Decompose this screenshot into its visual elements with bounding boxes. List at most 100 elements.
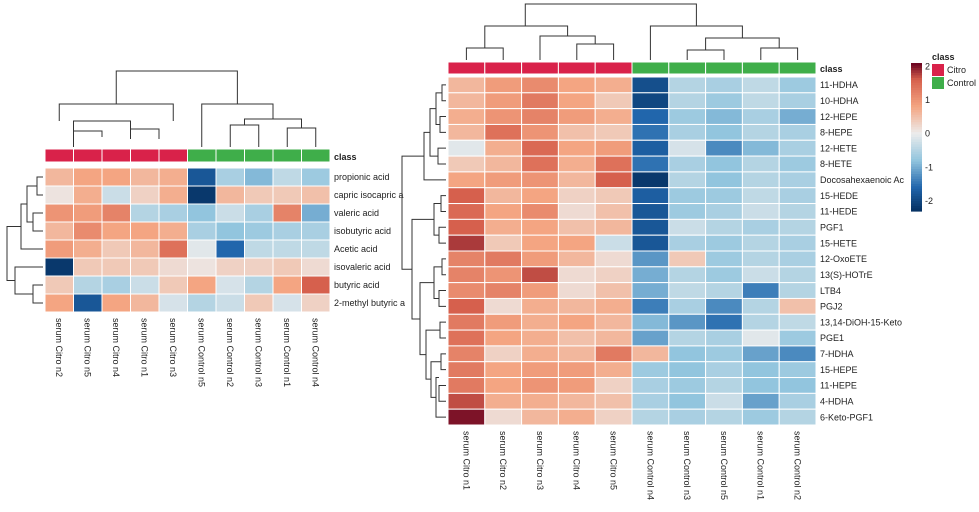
heatmap-cell — [484, 250, 523, 268]
column-dendrogram-branch — [649, 25, 743, 60]
heatmap-cell — [668, 187, 707, 205]
heatmap-cell — [631, 76, 670, 94]
heatmap-cell — [158, 275, 188, 295]
heatmap-cell — [158, 221, 188, 241]
heatmap-cell — [447, 76, 486, 94]
heatmap-cell — [244, 239, 274, 259]
column-dendrogram-branch — [760, 47, 799, 60]
heatmap-cell — [631, 282, 670, 299]
row-label: 11-HEPE — [820, 381, 857, 391]
heatmap-cell — [215, 293, 245, 313]
heatmap-cell — [101, 203, 131, 223]
heatmap-cell — [705, 377, 743, 394]
class-bar-cell — [594, 61, 633, 75]
colorbar-tick-label: 1 — [925, 95, 930, 105]
heatmap-cell — [44, 275, 74, 295]
heatmap-cell — [521, 392, 559, 410]
heatmap-cell — [741, 155, 780, 173]
heatmap-cell — [594, 345, 633, 363]
row-dendrogram-branch — [435, 92, 442, 125]
heatmap-cell — [631, 408, 670, 426]
colorbar-segment — [911, 75, 922, 79]
heatmap-cell — [272, 185, 302, 205]
heatmap-cell — [215, 185, 245, 205]
heatmap-cell — [484, 187, 523, 205]
heatmap-cell — [447, 218, 486, 236]
class-bar-cell — [130, 148, 160, 163]
heatmap-cell — [244, 185, 274, 205]
colorbar-segment — [911, 169, 922, 173]
heatmap-cell — [594, 408, 633, 426]
heatmap-cell — [778, 377, 817, 394]
heatmap-cell — [447, 108, 486, 125]
heatmap-cell — [668, 345, 707, 363]
legend-entry: Citro — [947, 65, 966, 75]
row-label: 8-HEPE — [820, 128, 853, 138]
colorbar-tick-label: 0 — [925, 129, 930, 139]
heatmap-cell — [557, 282, 596, 299]
legend-title: class — [932, 52, 955, 62]
heatmap-cell — [484, 392, 523, 410]
heatmap-cell — [484, 329, 523, 347]
heatmap-cell — [557, 313, 596, 331]
row-label: 7-HDHA — [820, 349, 854, 359]
heatmap-cell — [668, 266, 707, 284]
heatmap-cell — [741, 250, 780, 268]
heatmap-cell — [705, 155, 743, 173]
heatmap-cell — [705, 187, 743, 205]
row-dendrogram-branch — [435, 377, 446, 418]
heatmap-cell — [594, 155, 633, 173]
heatmap-cell — [215, 275, 245, 295]
heatmap-cell — [557, 76, 596, 94]
colorbar-segment — [911, 141, 922, 145]
heatmap-cell — [668, 408, 707, 426]
column-dendrogram-branch — [73, 130, 103, 147]
row-dendrogram-branch — [36, 176, 43, 196]
heatmap-cell — [447, 377, 486, 394]
column-dendrogram-branch — [73, 120, 131, 131]
colorbar-segment — [911, 97, 922, 101]
column-dendrogram-branch — [58, 103, 174, 121]
heatmap-cell — [741, 313, 780, 331]
colorbar-segment — [911, 164, 922, 168]
row-label: butyric acid — [334, 280, 380, 290]
heatmap-cell — [447, 297, 486, 315]
class-bar-cell — [73, 148, 103, 163]
class-bar-cell — [272, 148, 302, 163]
heatmap-cell — [301, 167, 331, 187]
heatmap-cell — [215, 221, 245, 241]
heatmap-cell — [631, 250, 670, 268]
row-label: 6-Keto-PGF1 — [820, 412, 873, 422]
heatmap-cell — [778, 218, 817, 236]
heatmap-cell — [272, 275, 302, 295]
heatmap-cell — [705, 139, 743, 157]
heatmap-cell — [447, 345, 486, 363]
heatmap-cell — [631, 234, 670, 252]
heatmap-cell — [668, 329, 707, 347]
colorbar-segment — [911, 127, 922, 131]
heatmap-cell — [521, 329, 559, 347]
heatmap-cell — [778, 329, 817, 347]
heatmap-cell — [631, 377, 670, 394]
class-bar-cell — [484, 61, 523, 75]
heatmap-cell — [44, 185, 74, 205]
heatmap-cell — [557, 187, 596, 205]
heatmap-cell — [215, 167, 245, 187]
heatmap-cell — [447, 361, 486, 379]
heatmap-cell — [484, 155, 523, 173]
heatmap-cell — [187, 167, 217, 187]
heatmap-cell — [557, 408, 596, 426]
colorbar-segment — [911, 67, 922, 71]
colorbar-segment — [911, 183, 922, 187]
heatmap-cell — [778, 297, 817, 315]
heatmap-cell — [557, 266, 596, 284]
colorbar-segment — [911, 87, 922, 91]
colorbar-segment — [911, 144, 922, 148]
colorbar-segment — [911, 112, 922, 116]
heatmap-cell — [705, 329, 743, 347]
heatmap-cell — [521, 187, 559, 205]
row-label: 15-HEDE — [820, 191, 858, 201]
row-dendrogram-branch — [419, 282, 434, 356]
heatmap-cell — [244, 293, 274, 313]
row-label: 12-HETE — [820, 143, 857, 153]
